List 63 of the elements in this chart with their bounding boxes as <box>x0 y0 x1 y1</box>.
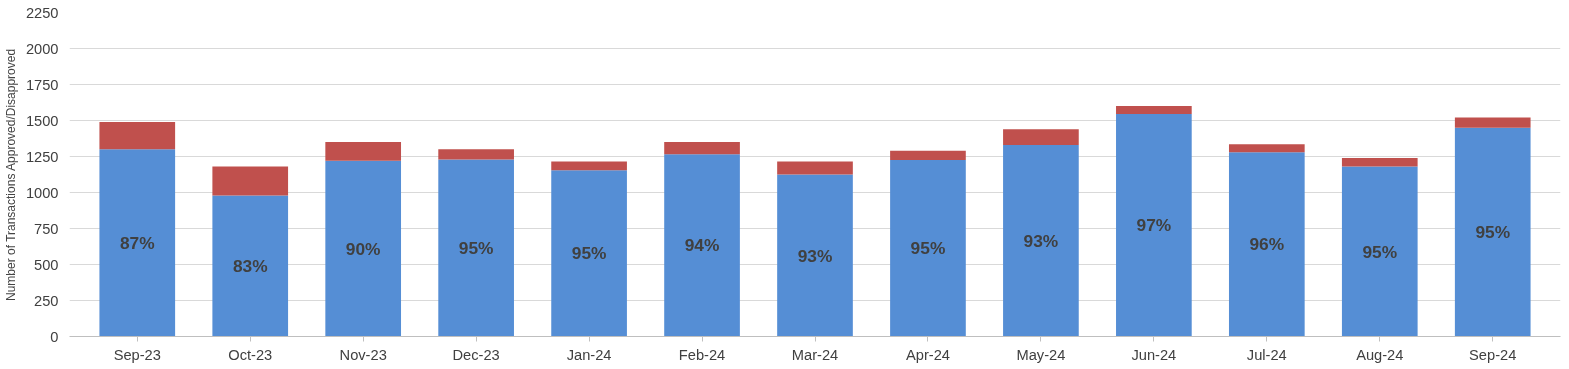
annotation: 93% <box>1023 230 1059 251</box>
y-tick-label: 250 <box>34 292 59 309</box>
x-tick-label: Jan-24 <box>566 346 612 363</box>
y-tick-label: 500 <box>34 256 59 273</box>
x-tick-label: Oct-23 <box>228 346 273 363</box>
bar <box>890 160 966 337</box>
x-tick-label: Nov-23 <box>339 346 387 363</box>
x-tick-label: Feb-24 <box>678 346 726 363</box>
y-tick-label: 750 <box>34 220 59 237</box>
y-tick-label: 1500 <box>25 112 59 129</box>
y-axis-title: Number of Transactions Approved/Disapproved <box>3 48 18 302</box>
bar <box>438 149 514 160</box>
bar <box>438 159 514 337</box>
bar <box>1341 157 1418 167</box>
bar <box>212 166 289 196</box>
annotation: 93% <box>797 245 833 266</box>
annotation: 96% <box>1249 234 1285 255</box>
x-tick-label: May-24 <box>1016 346 1066 363</box>
bar <box>99 149 176 337</box>
x-tick-label: Apr-24 <box>905 346 950 363</box>
bar <box>1116 106 1192 115</box>
bar <box>777 174 853 337</box>
y-tick-label: 2000 <box>25 40 59 57</box>
y-tick-label: 1000 <box>25 184 59 201</box>
bar <box>1228 144 1305 153</box>
bar <box>212 195 289 337</box>
x-tick-label: Jun-24 <box>1131 346 1177 363</box>
annotation: 97% <box>1136 215 1172 236</box>
bar <box>777 161 853 175</box>
bar <box>1003 129 1079 145</box>
y-tick-label: 1250 <box>25 148 59 165</box>
y-tick-label: 1750 <box>25 76 59 93</box>
x-tick-label: Dec-23 <box>452 346 500 363</box>
bar <box>99 121 176 150</box>
bar <box>890 150 966 161</box>
bar <box>1341 166 1418 337</box>
annotation: 95% <box>910 238 946 259</box>
bar <box>664 142 740 155</box>
annotation: 83% <box>232 255 268 276</box>
x-tick-label: Mar-24 <box>791 346 839 363</box>
bar <box>1454 127 1531 337</box>
y-tick-label: 2250 <box>25 4 59 21</box>
x-tick-label: Jul-24 <box>1246 346 1287 363</box>
bar <box>664 154 740 337</box>
annotation: 95% <box>571 243 607 264</box>
bar <box>1454 117 1531 128</box>
annotation: 90% <box>345 238 381 259</box>
bar <box>551 161 627 171</box>
annotation: 95% <box>1475 222 1511 243</box>
x-tick-label: Sep-24 <box>1469 346 1517 363</box>
bar <box>1003 144 1079 337</box>
bar <box>1116 114 1192 337</box>
bar <box>325 160 402 337</box>
x-tick-label: Sep-23 <box>113 346 161 363</box>
annotation: 87% <box>119 232 155 253</box>
bar <box>551 170 627 337</box>
annotation: 94% <box>684 235 720 256</box>
x-tick-label: Aug-24 <box>1356 346 1404 363</box>
annotation: 95% <box>458 237 494 258</box>
y-tick-label: 0 <box>50 328 59 345</box>
annotation: 95% <box>1362 241 1398 262</box>
bar <box>325 142 402 161</box>
bar <box>1228 152 1305 337</box>
